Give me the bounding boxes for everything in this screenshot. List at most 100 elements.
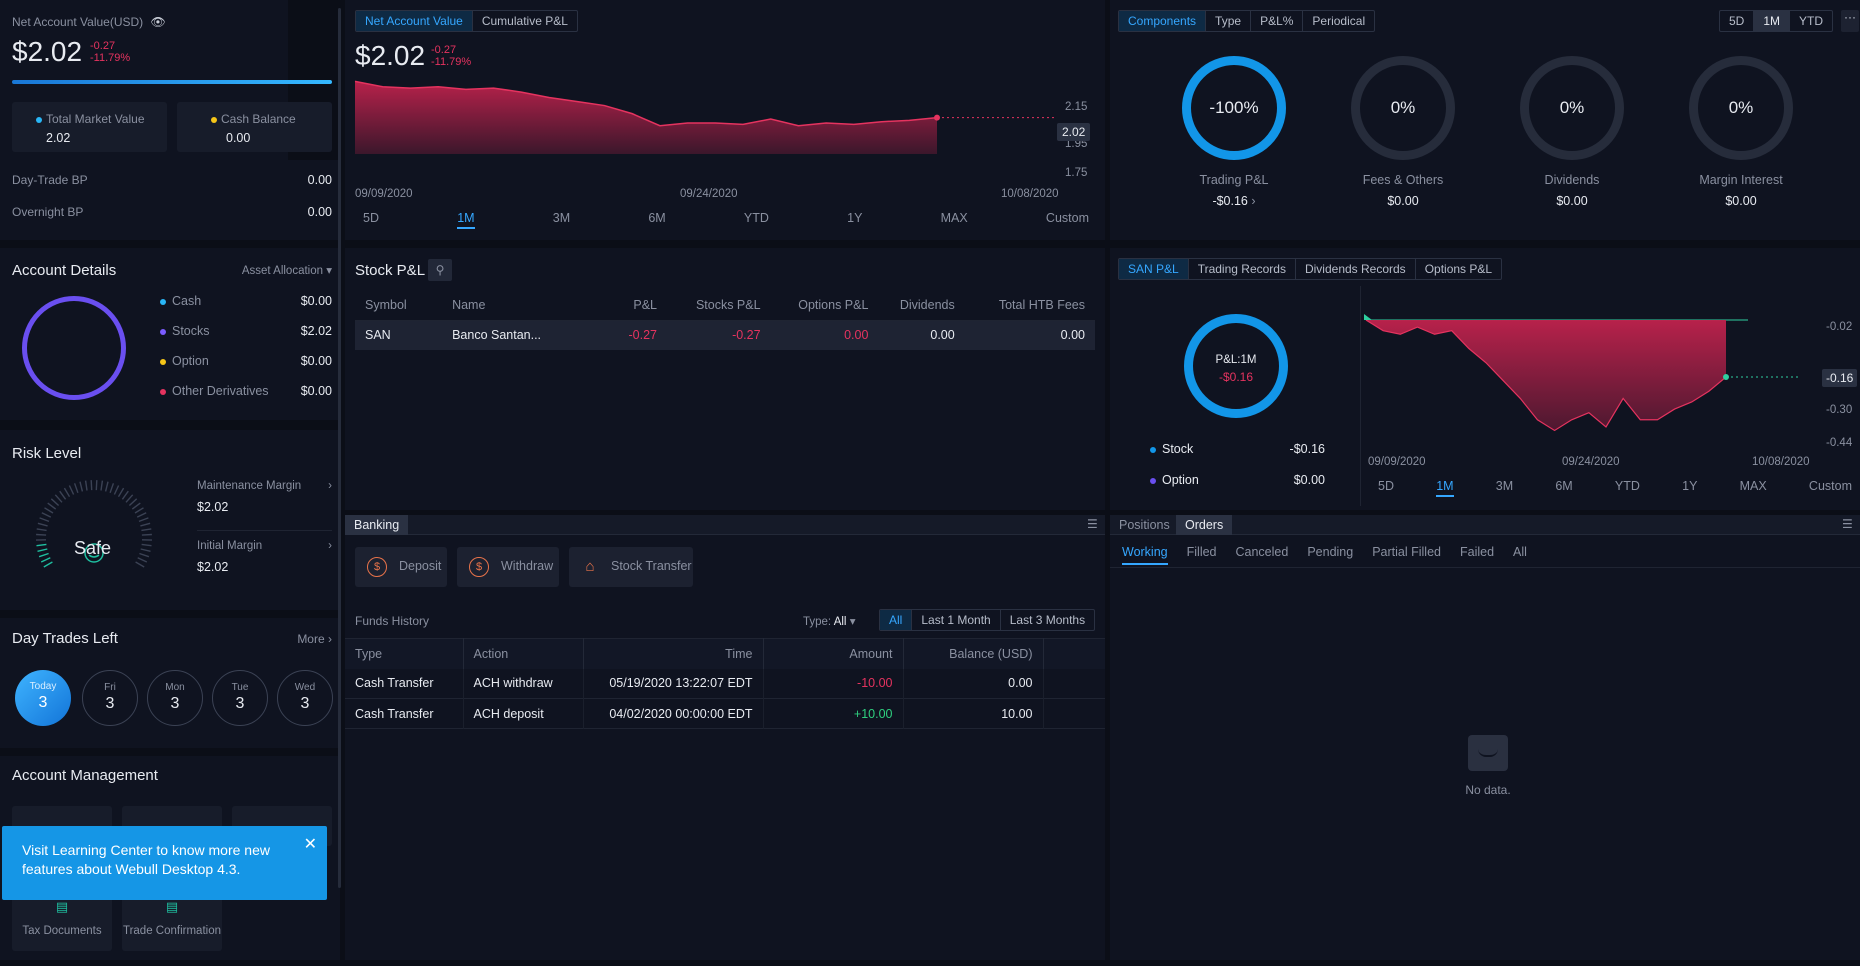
range-1y[interactable]: 1Y xyxy=(1682,479,1698,493)
day-trades-more-link[interactable]: More › xyxy=(297,632,332,646)
tab-orders[interactable]: Orders xyxy=(1176,515,1233,535)
trade-confirmation-icon: ▤ xyxy=(165,899,179,914)
range-6m[interactable]: 6M xyxy=(1555,479,1573,493)
nav-chart-value: $2.02 xyxy=(355,40,426,71)
type-filter[interactable]: Type: All ▾ xyxy=(803,614,855,628)
range-ytd[interactable]: YTD xyxy=(743,211,769,225)
tab-components[interactable]: Components xyxy=(1119,11,1207,31)
initial-margin-row[interactable]: Initial Margin › $2.02 xyxy=(197,530,332,574)
range-5d[interactable]: 5D xyxy=(1378,479,1394,493)
allocation-label: Cash xyxy=(172,294,202,308)
range-1m[interactable]: 1M xyxy=(1754,11,1791,31)
range-3m[interactable]: 3M xyxy=(552,211,571,225)
day-trade-bp-label: Day-Trade BP xyxy=(12,173,88,187)
eye-icon[interactable]: 👁 xyxy=(150,15,166,29)
range-custom[interactable]: Custom xyxy=(1808,479,1852,493)
table-row[interactable]: Cash Transfer ACH withdraw 05/19/2020 13… xyxy=(345,668,1105,699)
tab-periodical[interactable]: Periodical xyxy=(1312,14,1366,28)
tab-net-account-value[interactable]: Net Account Value xyxy=(356,11,473,31)
component-value-link[interactable]: -$0.16 › xyxy=(1154,194,1314,208)
search-icon[interactable]: ⚲ xyxy=(428,259,452,281)
range-1m[interactable]: 1M xyxy=(457,211,475,229)
table-row[interactable]: SAN Banco Santan... -0.27 -0.27 0.00 0.0… xyxy=(355,320,1095,350)
range-max[interactable]: MAX xyxy=(940,211,968,225)
stock-pl-title: Stock P&L xyxy=(355,262,426,279)
x-tick: 10/08/2020 xyxy=(1752,456,1810,468)
gauge-tick xyxy=(63,487,71,498)
orders-tab-bar xyxy=(1110,515,1860,535)
gauge-tick xyxy=(79,481,84,492)
filter-last-1-month[interactable]: Last 1 Month xyxy=(912,610,1001,630)
gauge-tick xyxy=(134,507,144,514)
range-3m[interactable]: 3M xyxy=(1495,479,1514,493)
more-options-icon[interactable]: ··· xyxy=(1841,10,1859,32)
range-custom[interactable]: Custom xyxy=(1045,211,1089,225)
gauge-tick xyxy=(100,480,104,491)
cell-name: Banco Santan... xyxy=(452,328,542,343)
subtab-all[interactable]: All xyxy=(1513,545,1527,559)
nav-label: Net Account Value(USD) 👁 xyxy=(12,15,166,29)
range-5d[interactable]: 5D xyxy=(1720,11,1755,31)
close-icon[interactable]: ✕ xyxy=(303,836,317,853)
subtab-filled[interactable]: Filled xyxy=(1186,545,1217,559)
col-header: Options P&L xyxy=(798,297,869,312)
deposit-button[interactable]: $ Deposit xyxy=(355,547,447,587)
components-range: 5D 1M YTD xyxy=(1719,10,1834,32)
table-row[interactable]: Cash Transfer ACH deposit 04/02/2020 00:… xyxy=(345,698,1105,729)
filter-all[interactable]: All xyxy=(880,610,913,630)
list-menu-icon[interactable]: ☰ xyxy=(1842,517,1853,531)
maintenance-margin-row[interactable]: Maintenance Margin › $2.02 xyxy=(197,480,332,514)
cell-options-pl: 0.00 xyxy=(844,328,869,343)
component-label: Trading P&L xyxy=(1199,173,1269,187)
range-max[interactable]: MAX xyxy=(1739,479,1767,493)
subtab-partial-filled[interactable]: Partial Filled xyxy=(1372,545,1441,559)
range-1m[interactable]: 1M xyxy=(1436,479,1454,497)
tab-options-pl[interactable]: Options P&L xyxy=(1424,262,1493,276)
day-trade-circle: Tue 3 xyxy=(212,670,268,726)
filter-last-3-months[interactable]: Last 3 Months xyxy=(1009,613,1086,627)
component-value: -$0.16 xyxy=(1212,194,1248,208)
tab-san-pl[interactable]: SAN P&L xyxy=(1119,259,1189,279)
tab-pl-percent[interactable]: P&L% xyxy=(1251,11,1304,31)
cell-action: ACH withdraw xyxy=(463,668,584,699)
stock-transfer-button[interactable]: ⌂ Stock Transfer xyxy=(569,547,693,587)
tab-banking[interactable]: Banking xyxy=(345,515,409,535)
gauge-tick xyxy=(113,485,120,495)
san-option-value: $0.00 xyxy=(1293,473,1325,487)
tab-dividends-records[interactable]: Dividends Records xyxy=(1296,259,1416,279)
chevron-right-icon: › xyxy=(1251,194,1256,208)
gauge-tick xyxy=(36,533,47,536)
tab-trading-records[interactable]: Trading Records xyxy=(1189,259,1296,279)
left-scrollbar[interactable] xyxy=(338,8,341,888)
allocation-item: Option $0.00 xyxy=(160,354,332,384)
tab-cumulative-pl[interactable]: Cumulative P&L xyxy=(481,14,568,28)
nav-chart-change-pct: -11.79% xyxy=(431,56,472,68)
allocation-item: Other Derivatives $0.00 xyxy=(160,384,332,414)
subtab-pending[interactable]: Pending xyxy=(1307,545,1354,559)
tab-type[interactable]: Type xyxy=(1206,11,1252,31)
maint-margin-value: $2.02 xyxy=(197,500,229,514)
learning-center-toast[interactable]: Visit Learning Center to know more new f… xyxy=(2,826,327,900)
asset-allocation-dropdown[interactable]: Asset Allocation ▾ xyxy=(242,263,332,277)
risk-status: Safe xyxy=(74,538,112,558)
list-menu-icon[interactable]: ☰ xyxy=(1087,517,1098,531)
funds-history-table: Type Action Time Amount Balance (USD) Ca… xyxy=(345,638,1105,729)
range-1y[interactable]: 1Y xyxy=(847,211,863,225)
withdraw-button[interactable]: $ Withdraw xyxy=(457,547,559,587)
tab-positions[interactable]: Positions xyxy=(1119,518,1170,532)
subtab-canceled[interactable]: Canceled xyxy=(1235,545,1289,559)
range-6m[interactable]: 6M xyxy=(648,211,666,225)
account-mgmt-title: Account Management xyxy=(12,767,158,784)
cell-spacer xyxy=(1043,669,1105,699)
gauge-tick xyxy=(131,502,141,510)
range-ytd[interactable]: YTD xyxy=(1799,14,1824,28)
subtab-working[interactable]: Working xyxy=(1122,545,1168,565)
empty-box-icon xyxy=(1468,735,1508,771)
gauge-tick xyxy=(141,543,152,547)
range-5d[interactable]: 5D xyxy=(363,211,379,225)
day-count: 3 xyxy=(170,695,180,712)
san-option-label: Option xyxy=(1162,473,1199,487)
subtab-failed[interactable]: Failed xyxy=(1459,545,1495,559)
house-icon: ⌂ xyxy=(585,557,595,575)
range-ytd[interactable]: YTD xyxy=(1614,479,1640,493)
